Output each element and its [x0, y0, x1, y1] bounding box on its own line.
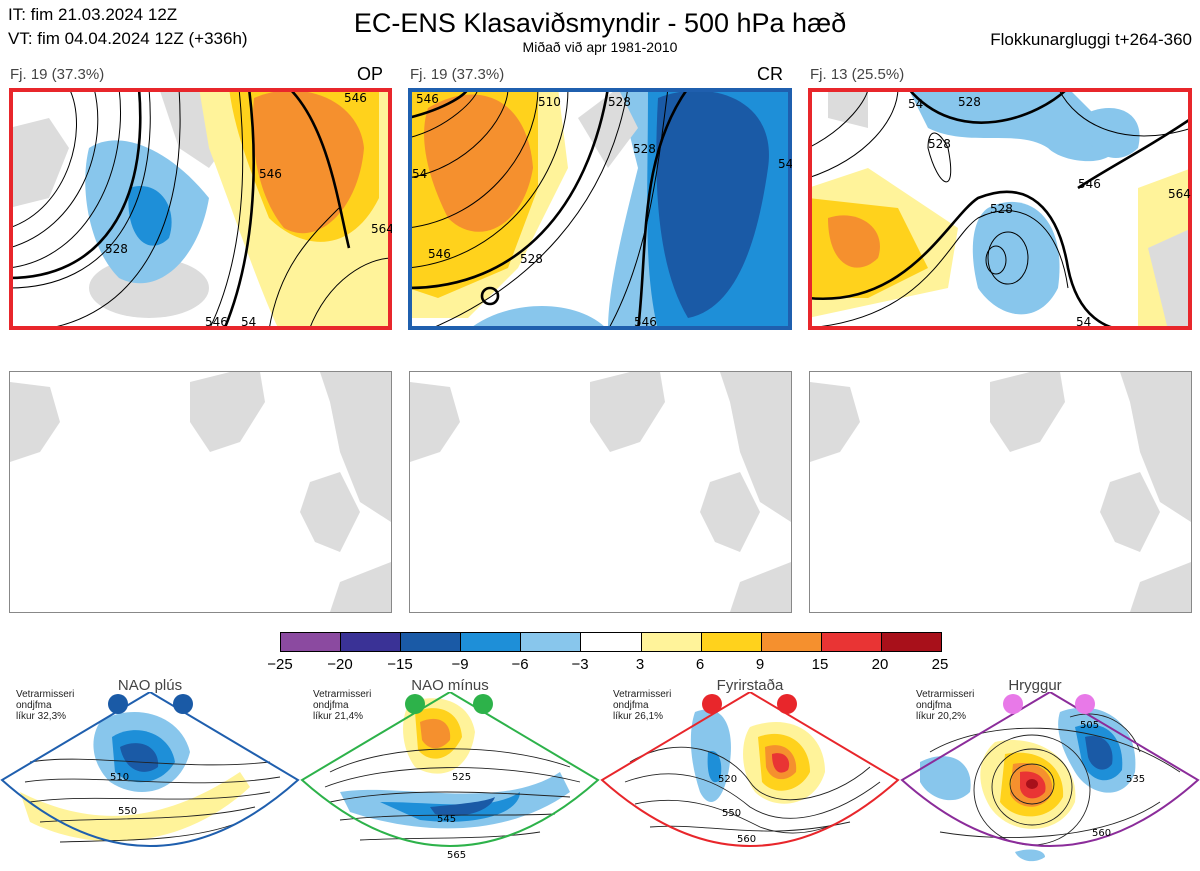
colorbar-swatch: [701, 633, 762, 651]
contour-label: 546: [1078, 177, 1101, 191]
regime-marker: [702, 694, 722, 714]
valid-time: VT: fim 04.04.2024 12Z (+336h): [8, 29, 248, 48]
contour-label: 550: [118, 806, 137, 817]
regime-title-blocking: Fyrirstaða: [716, 677, 784, 694]
colorbar-tick: −9: [451, 656, 469, 673]
contour-label: 545: [437, 814, 456, 825]
colorbar-swatch: [341, 633, 402, 651]
contour-label: 535: [1126, 774, 1145, 785]
regime-title-nao-minus: NAO mínus: [411, 677, 489, 694]
regime-marker: [108, 694, 128, 714]
contour-label: 525: [452, 772, 471, 783]
panel-1-label: Fj. 19 (37.3%): [10, 66, 105, 83]
contour-label: 528: [928, 137, 951, 151]
empty-map-3: [809, 371, 1192, 613]
colorbar-swatch: [761, 633, 822, 651]
regime-note-nao-plus: Vetrarmisseri ondjfma líkur 32,3%: [16, 689, 75, 722]
contour-label: 54: [241, 315, 256, 329]
colorbar-swatch: [281, 633, 342, 651]
panel-3-label: Fj. 13 (25.5%): [810, 66, 905, 83]
contour-label: 546: [634, 315, 657, 329]
contour-label: 54: [1076, 315, 1091, 329]
contour-label: 565: [447, 850, 466, 861]
empty-map-2: [409, 371, 792, 613]
contour-label: 528: [958, 95, 981, 109]
panel-1-tag: OP: [357, 64, 384, 84]
regime-note-blocking: Vetrarmisseri ondjfma líkur 26,1%: [613, 689, 672, 722]
contour-label: 54: [908, 97, 923, 111]
regime-note-nao-minus: Vetrarmisseri ondjfma líkur 21,4%: [313, 689, 372, 722]
contour-label: 510: [110, 772, 129, 783]
colorbar-tick: −3: [571, 656, 589, 673]
colorbar: [280, 632, 942, 652]
cluster-map-cr: 546 528 528 510 546 546 54 546 528: [408, 88, 792, 330]
panel-2-label: Fj. 19 (37.3%): [410, 66, 505, 83]
colorbar-tick: 9: [755, 656, 765, 673]
contour-label: 528: [105, 242, 128, 256]
cluster-map-op: 528 546 546 564 546 54: [9, 88, 392, 330]
colorbar-tick: −6: [511, 656, 529, 673]
init-time: IT: fim 21.03.2024 12Z: [8, 5, 178, 24]
colorbar-swatch: [881, 633, 942, 651]
contour-label: 550: [722, 808, 741, 819]
contour-label: 528: [608, 95, 631, 109]
regime-marker: [173, 694, 193, 714]
contour-label: 505: [1080, 720, 1099, 731]
contour-label: 546: [205, 315, 228, 329]
colorbar-tick: −15: [387, 656, 413, 673]
panel-2-tag: CR: [757, 64, 783, 84]
contour-label: 560: [1092, 828, 1111, 839]
contour-label: 54: [412, 167, 427, 181]
page-title: EC-ENS Klasaviðsmyndir - 500 hPa hæð: [353, 8, 847, 38]
regime-marker: [1003, 694, 1023, 714]
contour-label: 510: [538, 95, 561, 109]
colorbar-tick: 20: [871, 656, 889, 673]
regime-title-ridge: Hryggur: [1008, 677, 1062, 694]
regime-map-nao-minus: 525 545 565: [300, 692, 600, 861]
contour-label: 528: [520, 252, 543, 266]
contour-label: 528: [990, 202, 1013, 216]
classification-window: Flokkunargluggi t+264-360: [990, 30, 1192, 49]
colorbar-swatch: [521, 633, 582, 651]
contour-label: 528: [633, 142, 656, 156]
colorbar-swatch: [641, 633, 702, 651]
regime-marker: [473, 694, 493, 714]
contour-label: 564: [371, 222, 392, 236]
cluster-map-3: 528 528 546 54 564 528 54: [808, 88, 1192, 330]
regime-marker: [777, 694, 797, 714]
regime-map-nao-plus: 510 550: [0, 692, 300, 847]
page-subtitle: Miðað við apr 1981-2010: [522, 39, 678, 55]
colorbar-tick: −20: [327, 656, 353, 673]
colorbar-tick: −25: [267, 656, 293, 673]
colorbar-tick: 15: [811, 656, 829, 673]
contour-label: 546: [344, 91, 367, 105]
colorbar-tick: 6: [695, 656, 705, 673]
colorbar-tick: 3: [635, 656, 645, 673]
regime-marker: [1075, 694, 1095, 714]
colorbar-swatch: [581, 633, 642, 651]
colorbar-swatch: [401, 633, 462, 651]
regime-map-blocking: 520 550 560: [600, 692, 900, 847]
colorbar-swatch: [461, 633, 522, 651]
contour-label: 564: [1168, 187, 1191, 201]
contour-label: 520: [718, 774, 737, 785]
regime-marker: [405, 694, 425, 714]
contour-label: 546: [428, 247, 451, 261]
contour-label: 560: [737, 834, 756, 845]
contour-label: 546: [416, 92, 439, 106]
regime-map-ridge: 505 535 560: [900, 692, 1200, 862]
colorbar-tick: 25: [931, 656, 949, 673]
colorbar-swatch: [821, 633, 882, 651]
empty-map-1: [9, 371, 392, 613]
contour-label: 546: [778, 157, 792, 171]
regime-title-nao-plus: NAO plús: [117, 677, 183, 694]
regime-note-ridge: Vetrarmisseri ondjfma líkur 20,2%: [916, 689, 975, 722]
contour-label: 546: [259, 167, 282, 181]
